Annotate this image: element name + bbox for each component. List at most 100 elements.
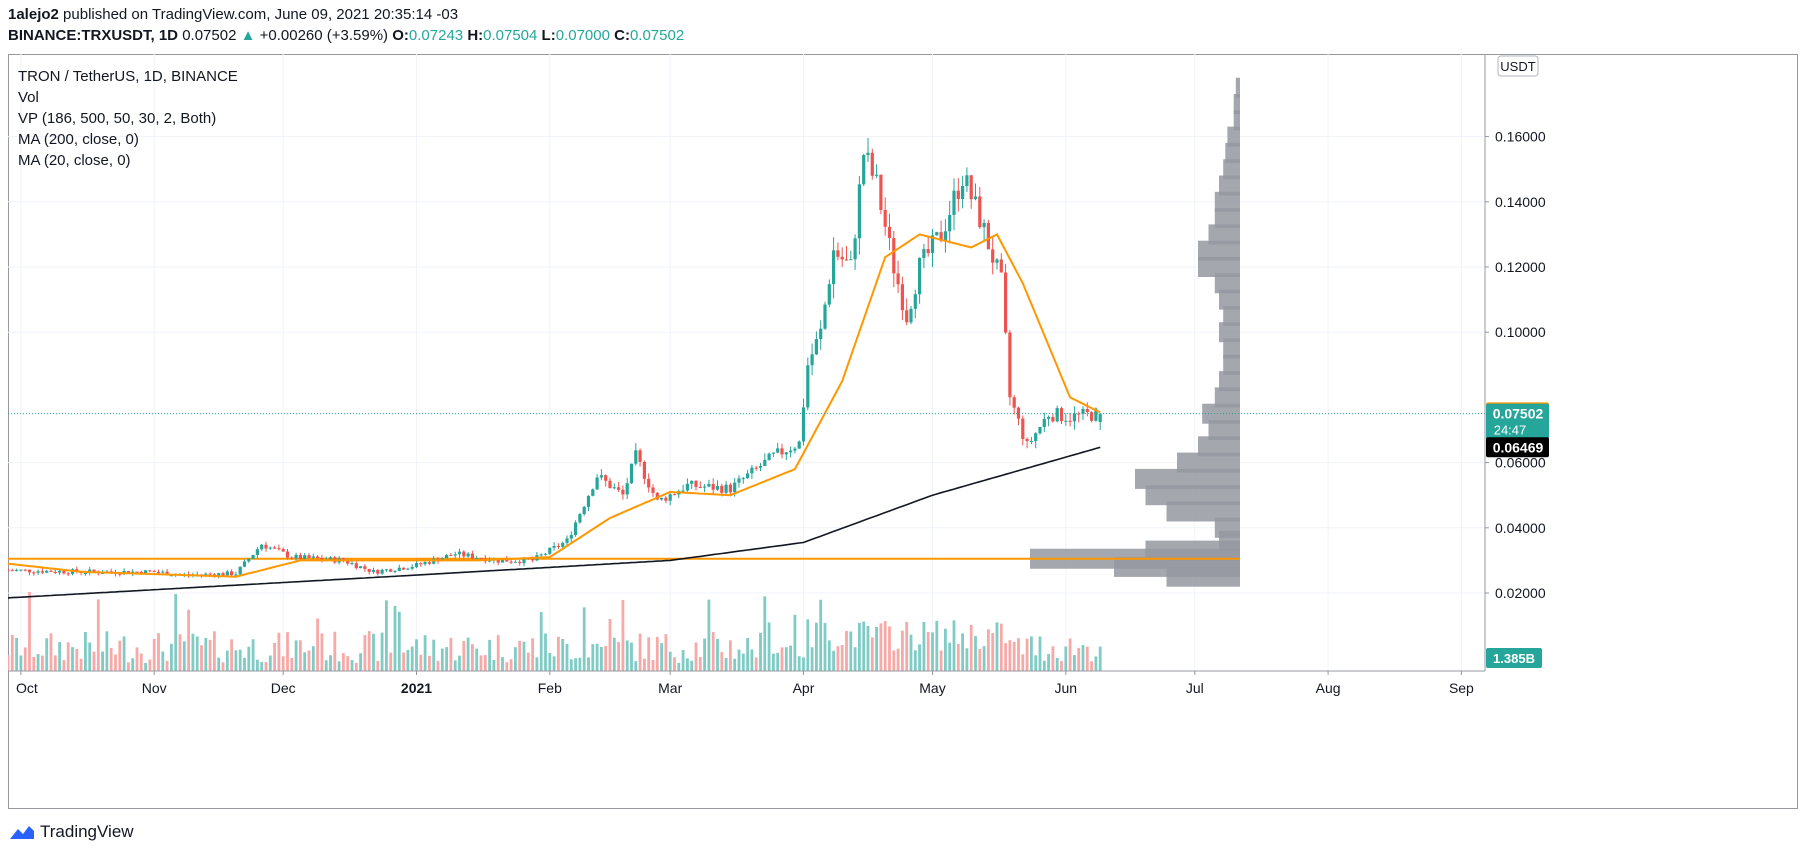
volume-bar	[402, 652, 405, 671]
candle-body	[1064, 420, 1068, 422]
candle-body	[513, 561, 517, 563]
legend-vp[interactable]: VP (186, 500, 50, 30, 2, Both)	[18, 110, 217, 127]
candle-body	[290, 557, 294, 559]
candle-body	[999, 259, 1003, 273]
price-chart[interactable]: 0.16000 0.14000 0.12000 0.10000 0.06000 0.040…	[8, 54, 1798, 809]
legend-ma200[interactable]: MA (200, close, 0)	[18, 131, 139, 148]
volume-bar	[608, 619, 612, 671]
volume-bar	[23, 647, 27, 671]
volume-bar	[643, 658, 646, 671]
volume-bar	[647, 637, 651, 671]
candle-body	[1025, 438, 1029, 442]
candle-body	[414, 563, 419, 567]
volume-bar	[694, 642, 698, 671]
candle-body	[582, 506, 586, 515]
candle-body	[1068, 420, 1072, 422]
candle-body	[806, 365, 810, 408]
volume-bar	[406, 649, 410, 671]
volume-bar	[883, 621, 887, 671]
candle-body	[45, 570, 49, 573]
candle-body	[62, 570, 66, 574]
volume-bar	[333, 631, 337, 671]
volume-bar	[415, 639, 418, 671]
volume-bar	[1012, 641, 1016, 671]
volume-bar	[1047, 654, 1050, 671]
candle-body	[995, 259, 999, 263]
volume-profile-bin	[1223, 338, 1240, 359]
candle-body	[939, 232, 943, 241]
volume-bar	[840, 645, 844, 671]
volume-bar	[385, 600, 388, 671]
candle-body	[857, 184, 861, 239]
volume-bar	[316, 618, 319, 671]
volume-profile-bin	[1219, 289, 1240, 310]
volume-bar	[101, 651, 104, 671]
volume-bar	[909, 634, 913, 671]
candle-body	[789, 450, 793, 453]
volume-bar	[974, 636, 977, 671]
volume-bar	[681, 650, 685, 671]
volume-bar	[797, 656, 801, 671]
volume-bar	[165, 660, 169, 671]
candle-body	[363, 566, 367, 569]
volume-bar	[1030, 636, 1033, 671]
candle-body	[797, 441, 801, 449]
price-change: +0.00260 (+3.59%)	[259, 27, 389, 44]
volume-bar	[178, 634, 182, 671]
volume-bar	[36, 654, 40, 671]
volume-bar	[230, 639, 233, 671]
candle-body	[453, 554, 457, 556]
candle-body	[655, 492, 659, 500]
candle-body	[466, 553, 470, 557]
candle-body	[380, 569, 384, 574]
candle-body	[883, 209, 887, 227]
candle-body	[892, 237, 896, 274]
volume-bar	[514, 647, 517, 671]
legend-vol[interactable]: Vol	[18, 89, 39, 106]
candle-body	[488, 560, 492, 562]
volume-bar	[969, 624, 973, 671]
candle-body	[909, 308, 913, 323]
candle-body	[294, 554, 298, 559]
chart-frame	[8, 54, 1798, 809]
candle-body	[849, 259, 853, 261]
volume-bar	[419, 654, 423, 671]
volume-bar	[501, 657, 504, 671]
candle-body	[930, 235, 935, 254]
volume-bar	[19, 655, 23, 671]
candle-body	[982, 222, 986, 228]
close-label: C:	[614, 27, 630, 44]
candle-body	[758, 465, 763, 468]
low-label: L:	[541, 27, 556, 44]
volume-bar	[582, 607, 586, 671]
candle-body	[875, 174, 879, 176]
candle-body	[1008, 332, 1012, 398]
volume-bar	[720, 652, 724, 671]
candle-body	[952, 190, 956, 215]
volume-bar	[1098, 646, 1102, 671]
volume-bar	[879, 623, 883, 671]
candle-body	[376, 570, 380, 574]
volume-bar	[1055, 657, 1059, 671]
volume-bar	[1008, 640, 1012, 671]
legend-ma20[interactable]: MA (20, close, 0)	[18, 152, 131, 169]
candle-body	[101, 573, 105, 575]
volume-profile-bin	[1219, 322, 1240, 343]
currency-badge[interactable]: USDT	[1497, 55, 1539, 77]
candle-body	[840, 256, 844, 260]
candle-body	[505, 559, 509, 562]
candle-body	[810, 354, 814, 366]
publisher-name[interactable]: 1alejo2	[8, 6, 59, 23]
candle-body	[462, 551, 466, 557]
volume-badge-box	[1486, 648, 1542, 668]
volume-bar	[862, 621, 866, 671]
tradingview-logo[interactable]: TradingView	[8, 822, 134, 842]
volume-bar	[96, 599, 100, 671]
volume-bar	[535, 657, 539, 671]
candle-body	[316, 556, 320, 559]
volume-bar	[75, 648, 79, 671]
x-tick-label: Oct	[16, 680, 38, 696]
volume-bar	[698, 657, 702, 671]
candle-body	[221, 573, 225, 576]
candle-body	[367, 568, 371, 572]
